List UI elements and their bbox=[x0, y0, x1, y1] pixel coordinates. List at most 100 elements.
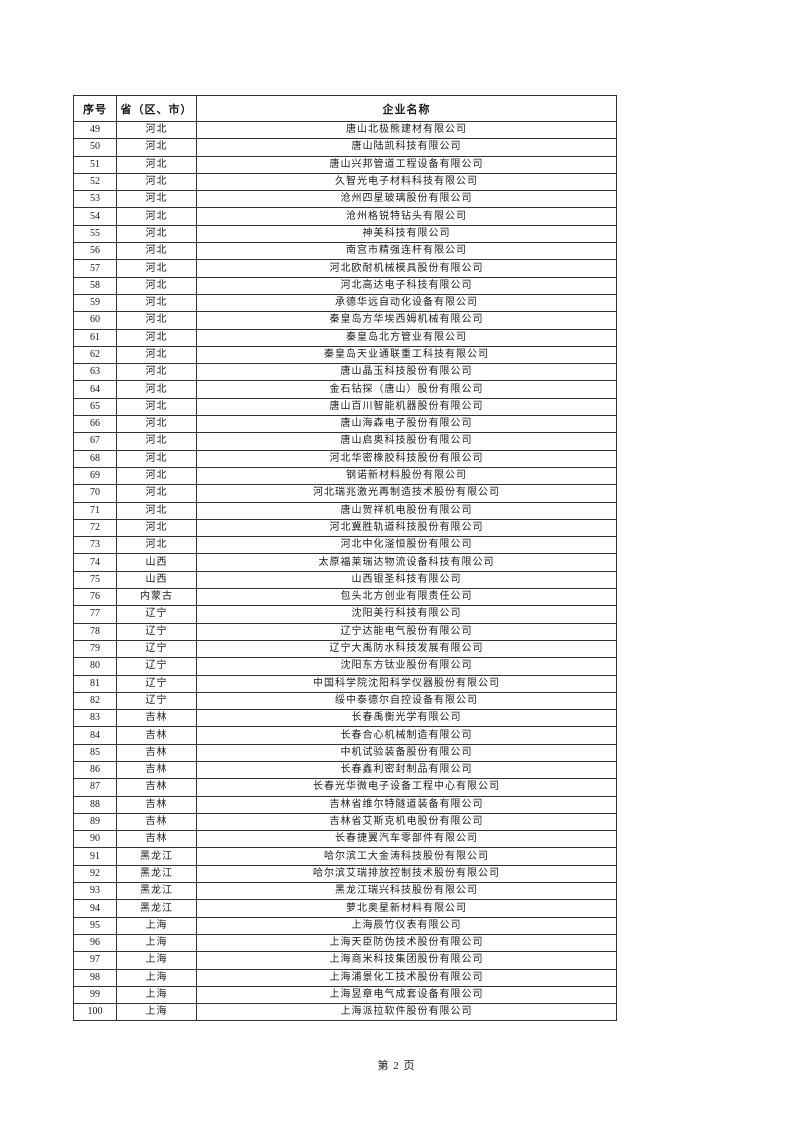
cell-province: 河北 bbox=[116, 259, 197, 278]
cell-no: 89 bbox=[73, 812, 117, 832]
cell-no: 72 bbox=[73, 518, 117, 538]
table-row: 65 河北 唐山百川智能机器股份有限公司 bbox=[73, 397, 617, 417]
cell-no: 92 bbox=[73, 864, 117, 884]
cell-company: 长春光华微电子设备工程中心有限公司 bbox=[196, 778, 617, 797]
cell-province: 河北 bbox=[116, 449, 197, 468]
cell-no: 100 bbox=[73, 1003, 117, 1022]
cell-company: 河北中化滏恒股份有限公司 bbox=[196, 536, 617, 555]
cell-company: 久智光电子材料科技有限公司 bbox=[196, 172, 617, 192]
cell-province: 黑龙江 bbox=[116, 847, 197, 866]
table-row: 72 河北 河北冀胜轨道科技股份有限公司 bbox=[73, 518, 617, 538]
cell-province: 河北 bbox=[116, 328, 197, 347]
cell-no: 57 bbox=[73, 259, 117, 278]
cell-province: 辽宁 bbox=[116, 605, 197, 624]
table-row: 82 辽宁 绥中泰德尔自控设备有限公司 bbox=[73, 691, 617, 711]
cell-no: 65 bbox=[73, 397, 117, 417]
cell-province: 吉林 bbox=[116, 778, 197, 797]
cell-company: 钢诺新材料股份有限公司 bbox=[196, 466, 617, 486]
cell-company: 长春鑫利密封制品有限公司 bbox=[196, 760, 617, 780]
cell-company: 黑龙江瑞兴科技股份有限公司 bbox=[196, 882, 617, 901]
cell-province: 吉林 bbox=[116, 812, 197, 832]
cell-company: 吉林省艾斯克机电股份有限公司 bbox=[196, 812, 617, 832]
column-header-serial: 序号 bbox=[73, 95, 117, 122]
table-row: 62 河北 秦皇岛天业通联重工科技有限公司 bbox=[73, 345, 617, 365]
cell-company: 太原福莱瑞达物流设备科技有限公司 bbox=[196, 553, 617, 572]
cell-no: 91 bbox=[73, 847, 117, 866]
cell-no: 51 bbox=[73, 155, 117, 174]
cell-company: 南宫市精强连杆有限公司 bbox=[196, 242, 617, 261]
table-row: 52 河北 久智光电子材料科技有限公司 bbox=[73, 172, 617, 192]
table-row: 49 河北 唐山北极熊建材有限公司 bbox=[73, 120, 617, 140]
table-row: 75 山西 山西银圣科技有限公司 bbox=[73, 570, 617, 590]
table-row: 73 河北 河北中化滏恒股份有限公司 bbox=[73, 536, 617, 555]
cell-company: 上海商米科技集团股份有限公司 bbox=[196, 951, 617, 970]
cell-province: 上海 bbox=[116, 916, 197, 935]
cell-province: 河北 bbox=[116, 311, 197, 330]
cell-province: 河北 bbox=[116, 415, 197, 434]
cell-company: 沧州四星玻璃股份有限公司 bbox=[196, 190, 617, 209]
cell-province: 河北 bbox=[116, 190, 197, 209]
cell-no: 59 bbox=[73, 293, 117, 313]
cell-no: 94 bbox=[73, 899, 117, 918]
cell-no: 61 bbox=[73, 328, 117, 347]
cell-no: 67 bbox=[73, 432, 117, 451]
cell-province: 河北 bbox=[116, 466, 197, 486]
cell-province: 河北 bbox=[116, 536, 197, 555]
cell-province: 河北 bbox=[116, 345, 197, 365]
cell-company: 唐山海森电子股份有限公司 bbox=[196, 415, 617, 434]
cell-company: 长春合心机械制造有限公司 bbox=[196, 726, 617, 745]
cell-company: 山西银圣科技有限公司 bbox=[196, 570, 617, 590]
cell-company: 金石钻探（唐山）股份有限公司 bbox=[196, 380, 617, 399]
cell-no: 70 bbox=[73, 484, 117, 503]
cell-province: 河北 bbox=[116, 172, 197, 192]
cell-province: 上海 bbox=[116, 933, 197, 953]
table-row: 76 内蒙古 包头北方创业有限责任公司 bbox=[73, 588, 617, 607]
cell-no: 98 bbox=[73, 968, 117, 987]
cell-company: 上海辰竹仪表有限公司 bbox=[196, 916, 617, 935]
table-row: 66 河北 唐山海森电子股份有限公司 bbox=[73, 415, 617, 434]
cell-company: 河北华密橡胶科技股份有限公司 bbox=[196, 449, 617, 468]
cell-province: 辽宁 bbox=[116, 622, 197, 641]
cell-province: 河北 bbox=[116, 432, 197, 451]
table-row: 89 吉林 吉林省艾斯克机电股份有限公司 bbox=[73, 812, 617, 832]
cell-province: 辽宁 bbox=[116, 691, 197, 711]
cell-province: 山西 bbox=[116, 570, 197, 590]
table-row: 99 上海 上海昱章电气成套设备有限公司 bbox=[73, 985, 617, 1005]
cell-province: 上海 bbox=[116, 951, 197, 970]
table-row: 94 黑龙江 萝北奥星新材料有限公司 bbox=[73, 899, 617, 918]
cell-province: 黑龙江 bbox=[116, 899, 197, 918]
cell-province: 河北 bbox=[116, 518, 197, 538]
cell-company: 秦皇岛北方管业有限公司 bbox=[196, 328, 617, 347]
cell-no: 73 bbox=[73, 536, 117, 555]
table-row: 87 吉林 长春光华微电子设备工程中心有限公司 bbox=[73, 778, 617, 797]
cell-no: 56 bbox=[73, 242, 117, 261]
cell-no: 58 bbox=[73, 276, 117, 295]
cell-no: 63 bbox=[73, 363, 117, 382]
cell-no: 76 bbox=[73, 588, 117, 607]
cell-no: 53 bbox=[73, 190, 117, 209]
cell-no: 78 bbox=[73, 622, 117, 641]
cell-province: 吉林 bbox=[116, 743, 197, 762]
cell-company: 长春捷翼汽车零部件有限公司 bbox=[196, 830, 617, 849]
cell-company: 中国科学院沈阳科学仪器股份有限公司 bbox=[196, 674, 617, 693]
table-row: 60 河北 秦皇岛方华埃西姆机械有限公司 bbox=[73, 311, 617, 330]
table-row: 61 河北 秦皇岛北方管业有限公司 bbox=[73, 328, 617, 347]
cell-company: 包头北方创业有限责任公司 bbox=[196, 588, 617, 607]
table-row: 96 上海 上海天臣防伪技术股份有限公司 bbox=[73, 933, 617, 953]
cell-no: 81 bbox=[73, 674, 117, 693]
table-row: 70 河北 河北瑞兆激光再制造技术股份有限公司 bbox=[73, 484, 617, 503]
cell-province: 上海 bbox=[116, 985, 197, 1005]
cell-no: 95 bbox=[73, 916, 117, 935]
table-row: 84 吉林 长春合心机械制造有限公司 bbox=[73, 726, 617, 745]
cell-province: 河北 bbox=[116, 155, 197, 174]
cell-company: 唐山北极熊建材有限公司 bbox=[196, 120, 617, 140]
cell-company: 辽宁达能电气股份有限公司 bbox=[196, 622, 617, 641]
cell-company: 唐山晶玉科技股份有限公司 bbox=[196, 363, 617, 382]
cell-company: 唐山百川智能机器股份有限公司 bbox=[196, 397, 617, 417]
cell-province: 河北 bbox=[116, 276, 197, 295]
table-row: 68 河北 河北华密橡胶科技股份有限公司 bbox=[73, 449, 617, 468]
header-row: 序号 省（区、市） 企业名称 bbox=[73, 95, 617, 122]
cell-company: 上海昱章电气成套设备有限公司 bbox=[196, 985, 617, 1005]
cell-company: 神美科技有限公司 bbox=[196, 224, 617, 244]
table-row: 98 上海 上海浦景化工技术股份有限公司 bbox=[73, 968, 617, 987]
